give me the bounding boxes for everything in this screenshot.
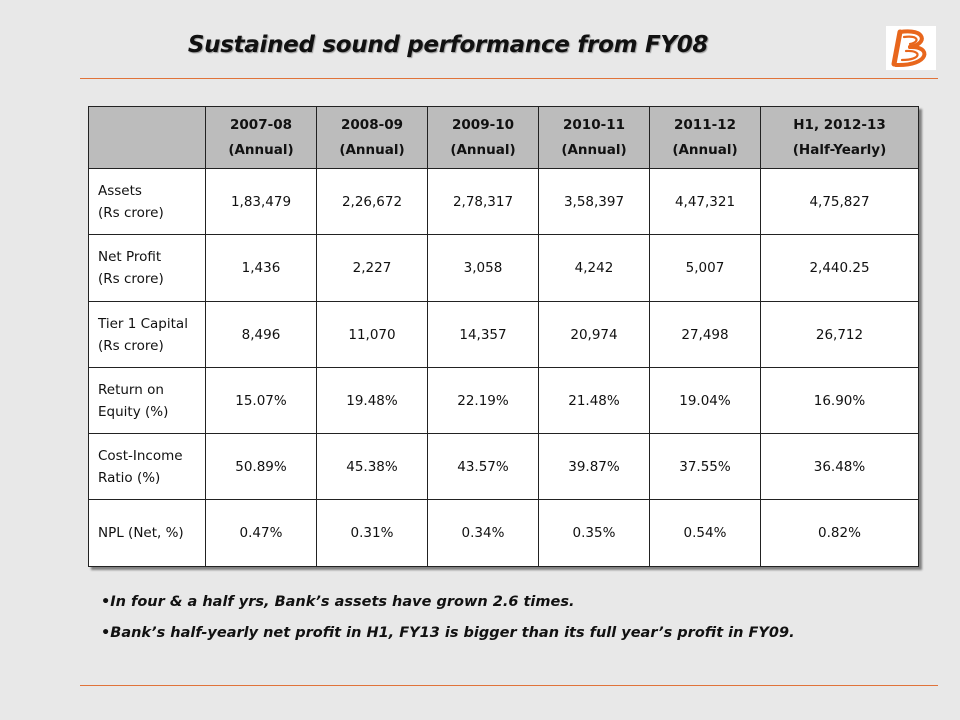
header-cell-2007-08: 2007-08 (Annual)	[205, 106, 317, 169]
table-cell: 4,75,827	[760, 168, 919, 235]
header-corner-cell	[88, 106, 206, 169]
table-cell: 0.35%	[538, 499, 650, 567]
row-label-line2: Equity (%)	[98, 403, 169, 420]
bullet-net-profit: •Bank’s half-yearly net profit in H1, FY…	[101, 625, 795, 641]
header-row: 2007-08 (Annual) 2008-09 (Annual) 2009-10 (…	[88, 106, 919, 169]
table-cell: 20,974	[538, 301, 650, 368]
table-cell: 22.19%	[427, 367, 539, 434]
row-label-line1: Net Profit	[98, 249, 162, 265]
header-year: 2010-11	[563, 116, 625, 133]
bullet-list: •In four & a half yrs, Bank’s assets hav…	[101, 592, 881, 654]
top-divider	[80, 78, 938, 79]
table-row-net-profit: Net Profit (Rs crore) 1,436 2,227 3,058 4…	[88, 234, 919, 302]
row-label: Tier 1 Capital (Rs crore)	[88, 301, 206, 368]
slide-title: Sustained sound performance from FY08	[187, 32, 709, 58]
header-cell-2008-09: 2008-09 (Annual)	[316, 106, 428, 169]
row-label: NPL (Net, %)	[88, 499, 206, 567]
header-year: 2008-09	[341, 116, 403, 133]
table-row-npl: NPL (Net, %) 0.47% 0.31% 0.34% 0.35% 0.5…	[88, 499, 919, 567]
table-cell: 3,58,397	[538, 168, 650, 235]
table-cell: 4,242	[538, 234, 650, 302]
row-label-line1: Assets	[98, 182, 142, 199]
header-period: (Annual)	[450, 141, 516, 158]
table-cell: 15.07%	[205, 367, 317, 434]
table-cell: 19.04%	[649, 367, 761, 434]
table-cell: 43.57%	[427, 433, 539, 500]
bottom-divider	[80, 685, 938, 686]
header-period: (Annual)	[672, 141, 738, 158]
table-cell: 2,440.25	[760, 234, 919, 302]
table-cell: 1,436	[205, 234, 317, 302]
table-cell: 21.48%	[538, 367, 650, 434]
table-row-tier1-capital: Tier 1 Capital (Rs crore) 8,496 11,070 14…	[88, 301, 919, 368]
bullet-assets-growth: •In four & a half yrs, Bank’s assets hav…	[101, 594, 575, 610]
header-cell-h1-2012-13: H1, 2012-13 (Half-Yearly)	[760, 106, 919, 169]
row-label: Return on Equity (%)	[88, 367, 206, 434]
table-cell: 36.48%	[760, 433, 919, 500]
table-row-assets: Assets (Rs crore) 1,83,479 2,26,672 2,78,…	[88, 168, 919, 235]
table-row-cost-income-ratio: Cost-Income Ratio (%) 50.89% 45.38% 43.57…	[88, 433, 919, 500]
table-cell: 8,496	[205, 301, 317, 368]
table-cell: 2,227	[316, 234, 428, 302]
header-period: (Annual)	[561, 141, 627, 158]
table-cell: 0.82%	[760, 499, 919, 567]
header-year: 2007-08	[230, 116, 292, 133]
bank-logo-icon	[886, 26, 936, 70]
table-cell: 0.31%	[316, 499, 428, 567]
table-cell: 4,47,321	[649, 168, 761, 235]
row-label: Assets (Rs crore)	[88, 168, 206, 235]
table-cell: 45.38%	[316, 433, 428, 500]
table-row-return-on-equity: Return on Equity (%) 15.07% 19.48% 22.19%…	[88, 367, 919, 434]
table-cell: 2,26,672	[316, 168, 428, 235]
header-period: (Annual)	[339, 141, 405, 158]
header-period: (Half-Yearly)	[792, 141, 887, 158]
table-cell: 37.55%	[649, 433, 761, 500]
row-label-line2: Ratio (%)	[98, 469, 161, 486]
bank-logo-graphic	[886, 26, 936, 70]
header-cell-2009-10: 2009-10 (Annual)	[427, 106, 539, 169]
header-year: 2009-10	[452, 116, 514, 133]
table-cell: 3,058	[427, 234, 539, 302]
header-year: H1, 2012-13	[793, 116, 886, 133]
table-cell: 5,007	[649, 234, 761, 302]
header-cell-2010-11: 2010-11 (Annual)	[538, 106, 650, 169]
row-label-line2: (Rs crore)	[98, 271, 164, 287]
performance-table: 2007-08 (Annual) 2008-09 (Annual) 2009-10 (…	[88, 106, 919, 567]
table-cell: 2,78,317	[427, 168, 539, 235]
row-label-line1: Return on	[98, 381, 164, 398]
table-cell: 14,357	[427, 301, 539, 368]
row-label: Cost-Income Ratio (%)	[88, 433, 206, 500]
row-label-line2: (Rs crore)	[98, 337, 164, 354]
table-cell: 27,498	[649, 301, 761, 368]
table-cell: 11,070	[316, 301, 428, 368]
table-cell: 39.87%	[538, 433, 650, 500]
table-cell: 16.90%	[760, 367, 919, 434]
header-period: (Annual)	[228, 141, 294, 158]
table-cell: 19.48%	[316, 367, 428, 434]
row-label-line2: (Rs crore)	[98, 204, 164, 221]
table-cell: 0.54%	[649, 499, 761, 567]
row-label-line1: Tier 1 Capital	[98, 315, 188, 332]
table-cell: 1,83,479	[205, 168, 317, 235]
table-cell: 50.89%	[205, 433, 317, 500]
table-cell: 0.47%	[205, 499, 317, 567]
row-label-line1: NPL (Net, %)	[98, 525, 184, 541]
header-cell-2011-12: 2011-12 (Annual)	[649, 106, 761, 169]
row-label: Net Profit (Rs crore)	[88, 234, 206, 302]
table-cell: 0.34%	[427, 499, 539, 567]
row-label-line1: Cost-Income	[98, 447, 183, 464]
table-cell: 26,712	[760, 301, 919, 368]
header-year: 2011-12	[674, 116, 736, 133]
